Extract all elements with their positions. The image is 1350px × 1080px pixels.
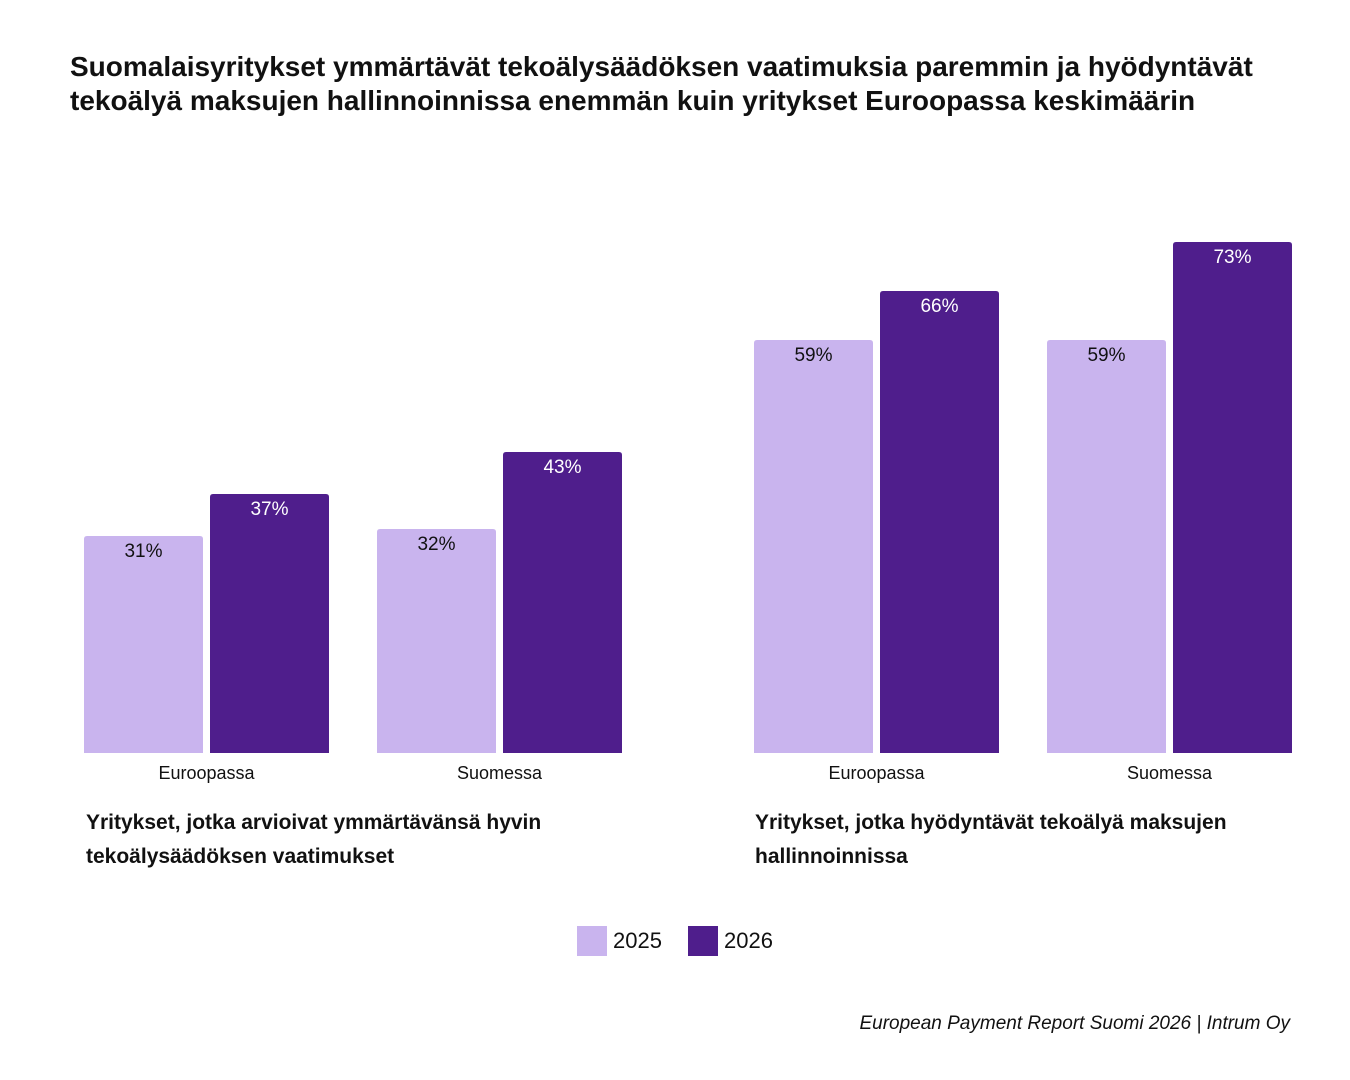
chart-title: Suomalaisyritykset ymmärtävät tekoälysää…: [70, 51, 1253, 116]
data-label-chart1-suomessa-2026: 43%: [543, 457, 581, 478]
data-label-chart1-suomessa-2025: 32%: [417, 534, 455, 555]
category-label-chart1-suomessa: Suomessa: [457, 763, 543, 783]
source-note: European Payment Report Suomi 2026 | Int…: [859, 1013, 1290, 1034]
bar-chart2-suomessa-2025: [1047, 340, 1166, 753]
bar-chart1-euroopassa-2026: [210, 494, 329, 753]
bar-chart2-suomessa-2026: [1173, 242, 1292, 753]
data-label-chart2-euroopassa-2026: 66%: [920, 296, 958, 317]
category-label-chart1-euroopassa: Euroopassa: [158, 763, 255, 783]
right-chart-subtitle: Yritykset, jotka hyödyntävät tekoälyä ma…: [755, 811, 1227, 868]
bar-chart2-euroopassa-2025: [754, 340, 873, 753]
legend: 2025 2026: [0, 926, 1350, 956]
legend-label-2026: 2026: [724, 928, 773, 953]
data-label-chart1-euroopassa-2025: 31%: [124, 541, 162, 562]
left-chart-subtitle: Yritykset, jotka arvioivat ymmärtävänsä …: [86, 811, 542, 868]
legend-swatch-2026: [688, 926, 718, 956]
data-label-chart2-euroopassa-2025: 59%: [794, 345, 832, 366]
legend-item-2025: 2025: [577, 926, 662, 956]
bar-chart: 31% 37% Euroopassa 32% 43% Suomessa 59% 66% Euro…: [84, 242, 1292, 783]
legend-swatch-2025: [577, 926, 608, 956]
bar-chart1-suomessa-2026: [503, 452, 622, 753]
category-label-chart2-suomessa: Suomessa: [1127, 763, 1213, 783]
data-label-chart1-euroopassa-2026: 37%: [250, 499, 288, 520]
bar-chart2-euroopassa-2026: [880, 291, 999, 753]
bar-chart1-suomessa-2025: [377, 529, 496, 753]
bar-chart1-euroopassa-2025: [84, 536, 203, 753]
category-label-chart2-euroopassa: Euroopassa: [828, 763, 925, 783]
legend-item-2026: 2026: [688, 926, 773, 956]
data-label-chart2-suomessa-2026: 73%: [1213, 247, 1251, 268]
data-label-chart2-suomessa-2025: 59%: [1087, 345, 1125, 366]
legend-label-2025: 2025: [613, 928, 662, 953]
